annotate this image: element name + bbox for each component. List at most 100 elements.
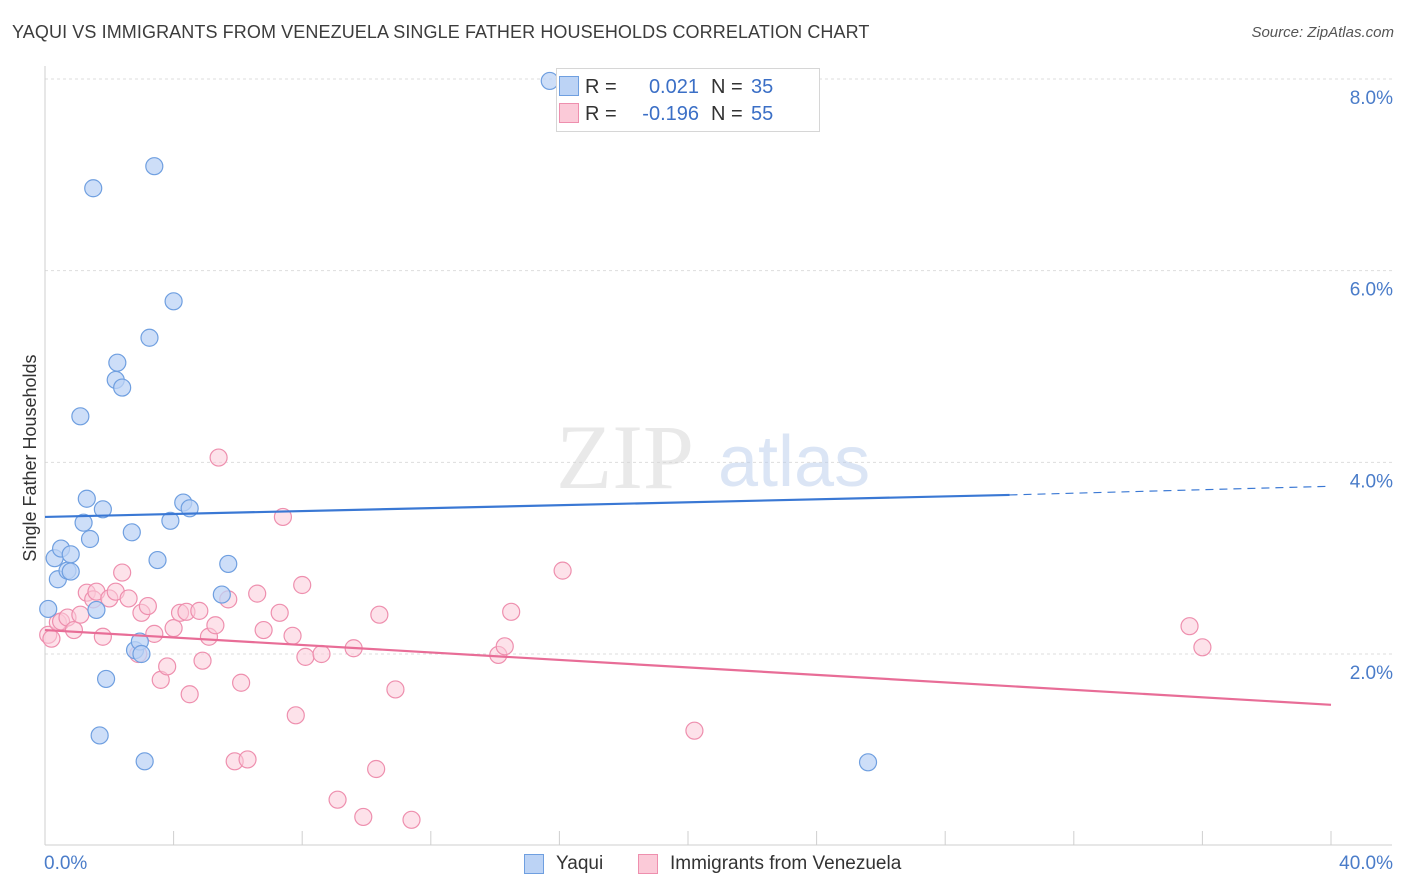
y-tick-label: 6.0% <box>1350 280 1393 301</box>
data-point-yaqui <box>84 179 103 198</box>
data-point-venezuela <box>370 605 389 624</box>
data-point-venezuela <box>296 647 315 666</box>
data-point-yaqui <box>858 753 878 772</box>
data-point-yaqui <box>77 489 96 508</box>
data-point-venezuela <box>193 651 212 670</box>
trend-line-yaqui <box>44 493 1010 519</box>
axes <box>44 66 1392 846</box>
legend-row-yaqui: R = 0.021 N = 35 <box>559 74 774 100</box>
watermark-zip: ZIP <box>556 406 694 508</box>
data-point-venezuela <box>164 619 183 638</box>
data-point-venezuela <box>209 448 228 467</box>
legend-n-label: N = <box>711 75 743 98</box>
data-point-yaqui <box>164 292 183 311</box>
data-point-venezuela <box>113 563 132 582</box>
data-point-yaqui <box>71 407 90 426</box>
data-point-venezuela <box>354 807 373 827</box>
data-point-venezuela <box>367 759 386 779</box>
bottom-legend-label-yaqui: Yaqui <box>556 853 604 874</box>
data-point-venezuela <box>158 657 177 676</box>
x-tick-label: 0.0% <box>44 853 87 874</box>
data-point-venezuela <box>685 721 704 740</box>
bottom-legend-swatch-venezuela <box>638 854 658 874</box>
series-yaqui-points <box>39 71 878 772</box>
data-point-venezuela <box>402 810 421 829</box>
watermark-atlas: atlas <box>718 422 870 502</box>
data-point-venezuela <box>386 680 405 699</box>
data-point-venezuela <box>502 602 521 621</box>
data-point-venezuela <box>206 616 225 635</box>
legend-r-value-venezuela: -0.196 <box>642 102 699 125</box>
data-point-venezuela <box>64 620 84 640</box>
data-point-yaqui <box>145 157 164 176</box>
data-point-yaqui <box>96 669 116 689</box>
legend-n-value-yaqui: 35 <box>751 75 774 98</box>
legend-r-label: R = <box>585 75 617 98</box>
chart-title: YAQUI VS IMMIGRANTS FROM VENEZUELA SINGL… <box>12 22 870 42</box>
data-point-yaqui <box>61 545 80 564</box>
data-point-yaqui <box>132 644 151 664</box>
bottom-legend-venezuela: Immigrants from Venezuela <box>638 851 901 877</box>
watermark: ZIP atlas <box>556 406 870 508</box>
bottom-legend-yaqui: Yaqui <box>524 851 603 877</box>
trend-line-venezuela <box>44 628 1332 706</box>
y-tick-label: 2.0% <box>1350 663 1393 684</box>
bottom-legend-label-venezuela: Immigrants from Venezuela <box>670 853 902 874</box>
data-point-venezuela <box>1193 638 1212 657</box>
data-point-yaqui <box>61 562 80 581</box>
data-point-venezuela <box>190 601 209 620</box>
data-point-yaqui <box>80 529 100 549</box>
legend-n-label: N = <box>711 102 743 125</box>
data-point-yaqui <box>122 523 141 542</box>
data-point-venezuela <box>119 589 138 608</box>
legend-r-label: R = <box>585 102 617 125</box>
data-point-venezuela <box>1180 617 1199 636</box>
data-point-venezuela <box>553 561 572 580</box>
data-point-venezuela <box>93 627 112 646</box>
data-point-venezuela <box>232 673 251 692</box>
trend-line-yaqui-extension <box>1009 485 1332 496</box>
data-point-venezuela <box>270 603 289 622</box>
legend-r-value-yaqui: 0.021 <box>648 75 699 98</box>
y-tick-label: 8.0% <box>1350 88 1393 109</box>
data-point-yaqui <box>148 550 167 570</box>
data-point-yaqui <box>161 511 180 530</box>
data-point-yaqui <box>219 554 238 574</box>
legend-row-venezuela: R = -0.196 N = 55 <box>559 101 774 127</box>
data-point-venezuela <box>328 790 347 809</box>
data-point-venezuela <box>42 629 61 648</box>
data-point-yaqui <box>140 328 159 347</box>
legend-n-value-venezuela: 55 <box>751 102 774 125</box>
data-point-yaqui <box>113 378 132 397</box>
correlation-legend: R = 0.021 N = 35 R = -0.196 N = 55 <box>556 68 820 132</box>
data-point-venezuela <box>138 596 157 616</box>
tick-labels: 2.0% 4.0% 6.0% 8.0% 0.0% 40.0% <box>44 88 1393 874</box>
data-point-venezuela <box>312 644 331 664</box>
data-point-yaqui <box>212 585 231 604</box>
data-point-yaqui <box>39 599 58 619</box>
data-point-yaqui <box>135 752 154 771</box>
data-point-yaqui <box>108 353 127 372</box>
data-point-venezuela <box>238 750 257 769</box>
data-point-venezuela <box>180 685 199 704</box>
data-point-venezuela <box>71 605 90 624</box>
data-point-venezuela <box>254 620 273 640</box>
data-point-venezuela <box>495 637 514 656</box>
series-venezuela-points <box>39 448 1212 829</box>
y-axis-label: Single Father Households <box>20 354 40 561</box>
data-point-yaqui <box>90 726 109 745</box>
y-tick-label: 4.0% <box>1350 471 1393 492</box>
data-point-yaqui <box>74 513 93 532</box>
data-point-yaqui <box>93 500 112 519</box>
data-point-venezuela <box>283 626 302 645</box>
data-point-venezuela <box>145 624 164 643</box>
data-point-yaqui <box>87 600 106 620</box>
gridlines <box>45 78 1392 655</box>
legend-swatch-yaqui <box>559 76 579 96</box>
data-point-venezuela <box>248 584 267 603</box>
data-point-venezuela <box>286 706 305 725</box>
source-credit: Source: ZipAtlas.com <box>1251 24 1394 41</box>
legend-swatch-venezuela <box>559 103 579 123</box>
data-point-venezuela <box>293 575 312 595</box>
